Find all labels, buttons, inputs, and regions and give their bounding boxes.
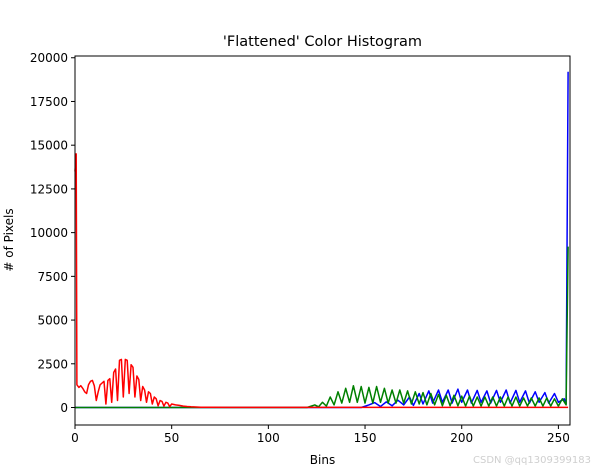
y-tick-label: 7500 (37, 270, 68, 284)
chart-title: 'Flattened' Color Histogram (223, 34, 422, 50)
series-line-blue (75, 71, 569, 409)
x-tick-label: 0 (71, 431, 79, 445)
x-tick-label: 250 (547, 431, 570, 445)
ticks-layer: 0 50 100 150 200 2500250050007500100001250015… (30, 51, 570, 445)
x-axis-label: Bins (310, 453, 335, 467)
y-axis-label: # of Pixels (2, 208, 16, 271)
y-tick-label: 0 (60, 401, 68, 415)
y-tick-label: 12500 (30, 182, 68, 196)
y-tick-label: 20000 (30, 51, 68, 65)
plot-frame (74, 55, 571, 426)
y-tick-label: 17500 (30, 95, 68, 109)
series-line-red (74, 153, 569, 409)
watermark: CSDN @qq1309399183 (472, 455, 591, 466)
y-tick-label: 15000 (30, 139, 68, 153)
series-line-green (75, 246, 569, 409)
x-tick-label: 200 (450, 431, 473, 445)
x-tick-label: 100 (257, 431, 280, 445)
y-tick-label: 10000 (30, 226, 68, 240)
x-tick-label: 150 (354, 431, 377, 445)
y-tick-label: 2500 (37, 357, 68, 371)
series-layer (74, 71, 569, 409)
y-tick-label: 5000 (37, 314, 68, 328)
x-tick-label: 50 (164, 431, 179, 445)
